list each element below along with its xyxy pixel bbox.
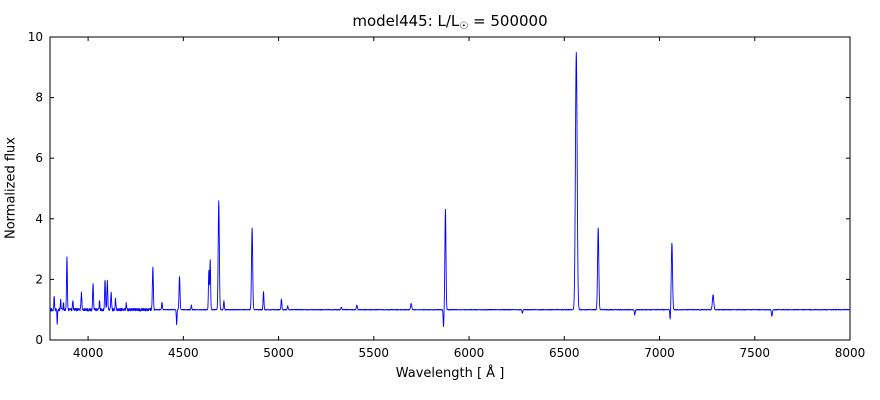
y-tick-label: 10 <box>28 30 43 44</box>
plot-title-suffix: = 500000 <box>468 12 548 30</box>
x-tick-label: 7500 <box>739 346 770 360</box>
x-tick-label: 4500 <box>168 346 199 360</box>
y-tick-label: 8 <box>35 91 43 105</box>
x-tick-label: 6000 <box>454 346 485 360</box>
plot-title-prefix: model445: L/L <box>352 12 460 30</box>
y-tick-label: 6 <box>35 151 43 165</box>
x-tick-label: 5500 <box>359 346 390 360</box>
x-tick-label: 6500 <box>549 346 580 360</box>
spectrum-line <box>49 51 851 327</box>
x-axis-label: Wavelength [ Å ] <box>395 366 505 381</box>
sun-symbol: ☉ <box>459 21 469 32</box>
y-tick-label: 0 <box>35 333 43 347</box>
y-tick-label: 2 <box>35 272 43 286</box>
x-tick-label: 7000 <box>644 346 675 360</box>
plot-frame <box>49 36 851 341</box>
y-tick-label: 4 <box>35 212 43 226</box>
x-tick-label: 8000 <box>835 346 866 360</box>
x-tick-label: 5000 <box>263 346 294 360</box>
x-tick-label: 4000 <box>73 346 104 360</box>
y-axis-label: Normalized flux <box>3 137 19 240</box>
plot-title: model445: L/L☉ = 500000 <box>50 12 850 32</box>
